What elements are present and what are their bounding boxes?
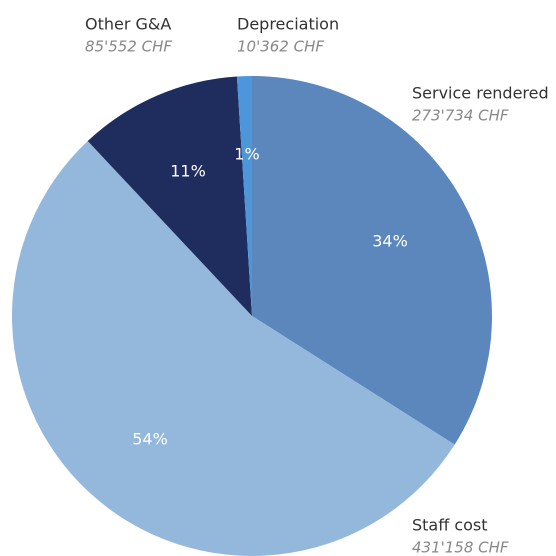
pie-slice: [12, 141, 455, 556]
slice-percent: 34%: [372, 232, 408, 251]
slice-name: Depreciation: [237, 15, 339, 34]
slice-percent: 54%: [132, 430, 168, 449]
slice-name: Service rendered: [412, 84, 549, 103]
slice-amount: 431'158 CHF: [412, 539, 509, 556]
slice-name: Staff cost: [412, 516, 488, 535]
slice-percent: 11%: [170, 162, 206, 181]
pie-slice: [252, 76, 492, 445]
pie-slice: [236, 76, 252, 316]
slice-amount: 10'362 CHF: [237, 38, 324, 56]
slice-percent: 1%: [234, 145, 259, 164]
pie-slice: [87, 76, 252, 316]
slice-name: Other G&A: [85, 15, 171, 34]
slice-amount: 273'734 CHF: [412, 107, 509, 125]
slice-amount: 85'552 CHF: [85, 38, 172, 56]
